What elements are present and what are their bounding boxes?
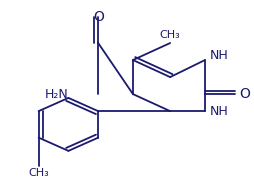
- Text: CH₃: CH₃: [160, 30, 181, 40]
- Text: O: O: [240, 87, 250, 101]
- Text: NH: NH: [210, 49, 229, 62]
- Text: O: O: [93, 10, 104, 24]
- Text: NH: NH: [210, 105, 229, 118]
- Text: H₂N: H₂N: [45, 88, 68, 101]
- Text: CH₃: CH₃: [28, 168, 49, 178]
